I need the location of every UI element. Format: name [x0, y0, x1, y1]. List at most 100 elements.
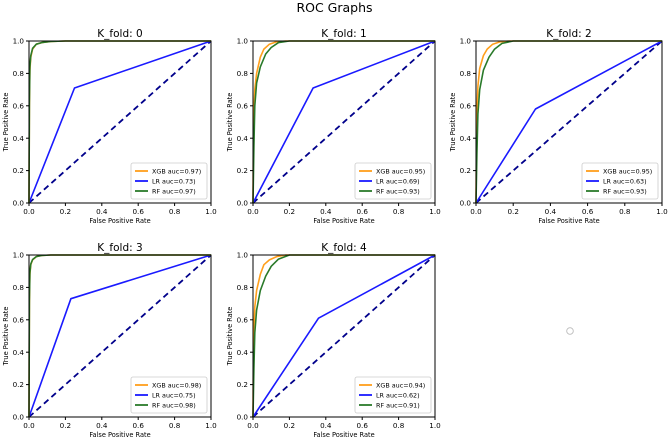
x-tick-label: 0.8: [393, 207, 405, 216]
x-tick-label: 0.2: [60, 207, 71, 216]
axes-frame: [475, 40, 663, 204]
y-axis-label: True Positive Rate: [2, 307, 10, 367]
y-tick-label: 0.6: [13, 315, 25, 324]
y-tick-label: 0.8: [237, 69, 249, 78]
legend-entry-rf: RF auc=0.97): [152, 188, 196, 196]
x-tick-label: 0.2: [284, 207, 295, 216]
x-tick-label: 1.0: [429, 207, 441, 216]
x-tick-label: 0.8: [619, 207, 631, 216]
subplot-title: K_fold: 2: [546, 28, 591, 40]
chance-diagonal-line: [475, 40, 663, 204]
y-tick-label: 0.4: [237, 348, 249, 357]
y-tick-label: 0.2: [13, 380, 24, 389]
legend-box: [354, 162, 432, 200]
y-tick-label: 0.4: [13, 134, 25, 143]
subplot-title: K_fold: 3: [97, 242, 142, 254]
chance-diagonal-line: [28, 254, 212, 418]
y-tick-label: 0.8: [13, 69, 25, 78]
subplot-title: K_fold: 1: [321, 28, 366, 40]
axes-frame: [28, 254, 212, 418]
legend-entry-xgb: XGB auc=0.97): [152, 168, 201, 176]
roc-curve-lr: [28, 254, 212, 418]
y-tick-label: 1.0: [237, 37, 249, 46]
legend-box: [581, 162, 659, 200]
x-tick-label: 1.0: [205, 421, 217, 430]
x-tick-label: 0.0: [470, 207, 482, 216]
axes-frame: [28, 40, 212, 204]
x-tick-label: 0.4: [96, 421, 108, 430]
y-tick-label: 0.2: [237, 380, 248, 389]
roc-curve-rf: [475, 40, 662, 204]
legend-entry-lr: LR auc=0.75): [152, 392, 196, 400]
x-tick-label: 0.6: [582, 207, 594, 216]
x-tick-label: 1.0: [429, 421, 441, 430]
legend-entry-xgb: XGB auc=0.95): [376, 168, 425, 176]
x-axis-label: False Positive Rate: [89, 217, 150, 225]
roc-subplot-2: K_fold: 2 0.0 0.2 0.4 0.6 0.8 1.0 0.0 0.2 0.4 0.6 0…: [449, 28, 668, 225]
y-axis-label: True Positive Rate: [226, 93, 234, 153]
roc-subplot-0: K_fold: 0 0.0 0.2 0.4 0.6 0.8 1.0 0.0 0.2 0.4 0.6 0…: [2, 28, 217, 225]
x-axis-label: False Positive Rate: [313, 431, 374, 439]
legend-box: [354, 376, 432, 414]
x-tick-label: 0.0: [247, 207, 259, 216]
x-tick-label: 0.4: [545, 207, 557, 216]
x-tick-label: 1.0: [205, 207, 217, 216]
y-tick-label: 0.6: [13, 101, 25, 110]
subplot-grid: K_fold: 0 0.0 0.2 0.4 0.6 0.8 1.0 0.0 0.2 0.4 0.6 0…: [2, 28, 668, 439]
x-tick-label: 0.0: [23, 207, 35, 216]
y-tick-label: 0.0: [460, 199, 472, 208]
legend-entry-lr: LR auc=0.73): [152, 178, 196, 186]
roc-curve-xgb: [252, 254, 435, 418]
y-tick-label: 0.0: [237, 199, 249, 208]
x-tick-label: 0.8: [169, 421, 181, 430]
x-tick-label: 1.0: [656, 207, 668, 216]
y-tick-label: 0.0: [237, 413, 249, 422]
x-tick-label: 0.6: [132, 207, 144, 216]
x-tick-label: 0.4: [320, 207, 332, 216]
chance-diagonal-line: [252, 40, 436, 204]
roc-subplot-4: K_fold: 4 0.0 0.2 0.4 0.6 0.8 1.0 0.0 0.2 0.4 0.6 0…: [226, 242, 441, 439]
legend-entry-xgb: XGB auc=0.94): [376, 382, 425, 390]
roc-curve-lr: [252, 40, 436, 204]
legend-entry-xgb: XGB auc=0.98): [152, 382, 201, 390]
legend-box: [130, 162, 208, 200]
x-tick-label: 0.6: [356, 207, 368, 216]
legend-entry-rf: RF auc=0.93): [603, 188, 647, 196]
axes-frame: [252, 254, 436, 418]
y-tick-label: 0.0: [13, 413, 25, 422]
roc-subplot-3: K_fold: 3 0.0 0.2 0.4 0.6 0.8 1.0 0.0 0.2 0.4 0.6 0…: [2, 242, 217, 439]
roc-curve-rf: [252, 40, 435, 204]
y-axis-label: True Positive Rate: [449, 93, 457, 153]
x-tick-label: 0.8: [393, 421, 405, 430]
subplot-title: K_fold: 4: [321, 242, 367, 254]
y-tick-label: 0.6: [237, 315, 249, 324]
chance-diagonal-line: [28, 40, 212, 204]
legend-entry-lr: LR auc=0.69): [376, 178, 420, 186]
y-tick-label: 0.2: [237, 166, 248, 175]
x-axis-label: False Positive Rate: [538, 217, 599, 225]
figure-title: ROC Graphs: [296, 0, 372, 15]
y-axis-label: True Positive Rate: [226, 307, 234, 367]
x-tick-label: 0.6: [132, 421, 144, 430]
y-tick-label: 1.0: [13, 251, 25, 260]
y-tick-label: 1.0: [13, 37, 25, 46]
y-tick-label: 0.4: [13, 348, 25, 357]
x-tick-label: 0.0: [23, 421, 35, 430]
y-tick-label: 0.8: [237, 283, 249, 292]
x-tick-label: 0.2: [284, 421, 295, 430]
x-axis-label: False Positive Rate: [89, 431, 150, 439]
roc-curve-lr: [28, 40, 212, 204]
legend-entry-rf: RF auc=0.91): [376, 402, 420, 410]
y-tick-label: 0.8: [460, 69, 472, 78]
roc-curve-rf: [252, 254, 435, 418]
legend-box: [130, 376, 208, 414]
y-tick-label: 0.2: [13, 166, 24, 175]
y-tick-label: 0.6: [237, 101, 249, 110]
y-tick-label: 0.0: [13, 199, 25, 208]
x-tick-label: 0.4: [320, 421, 332, 430]
subplot-title: K_fold: 0: [97, 28, 142, 40]
y-tick-label: 0.2: [460, 166, 471, 175]
y-tick-label: 1.0: [460, 37, 472, 46]
x-tick-label: 0.2: [507, 207, 518, 216]
